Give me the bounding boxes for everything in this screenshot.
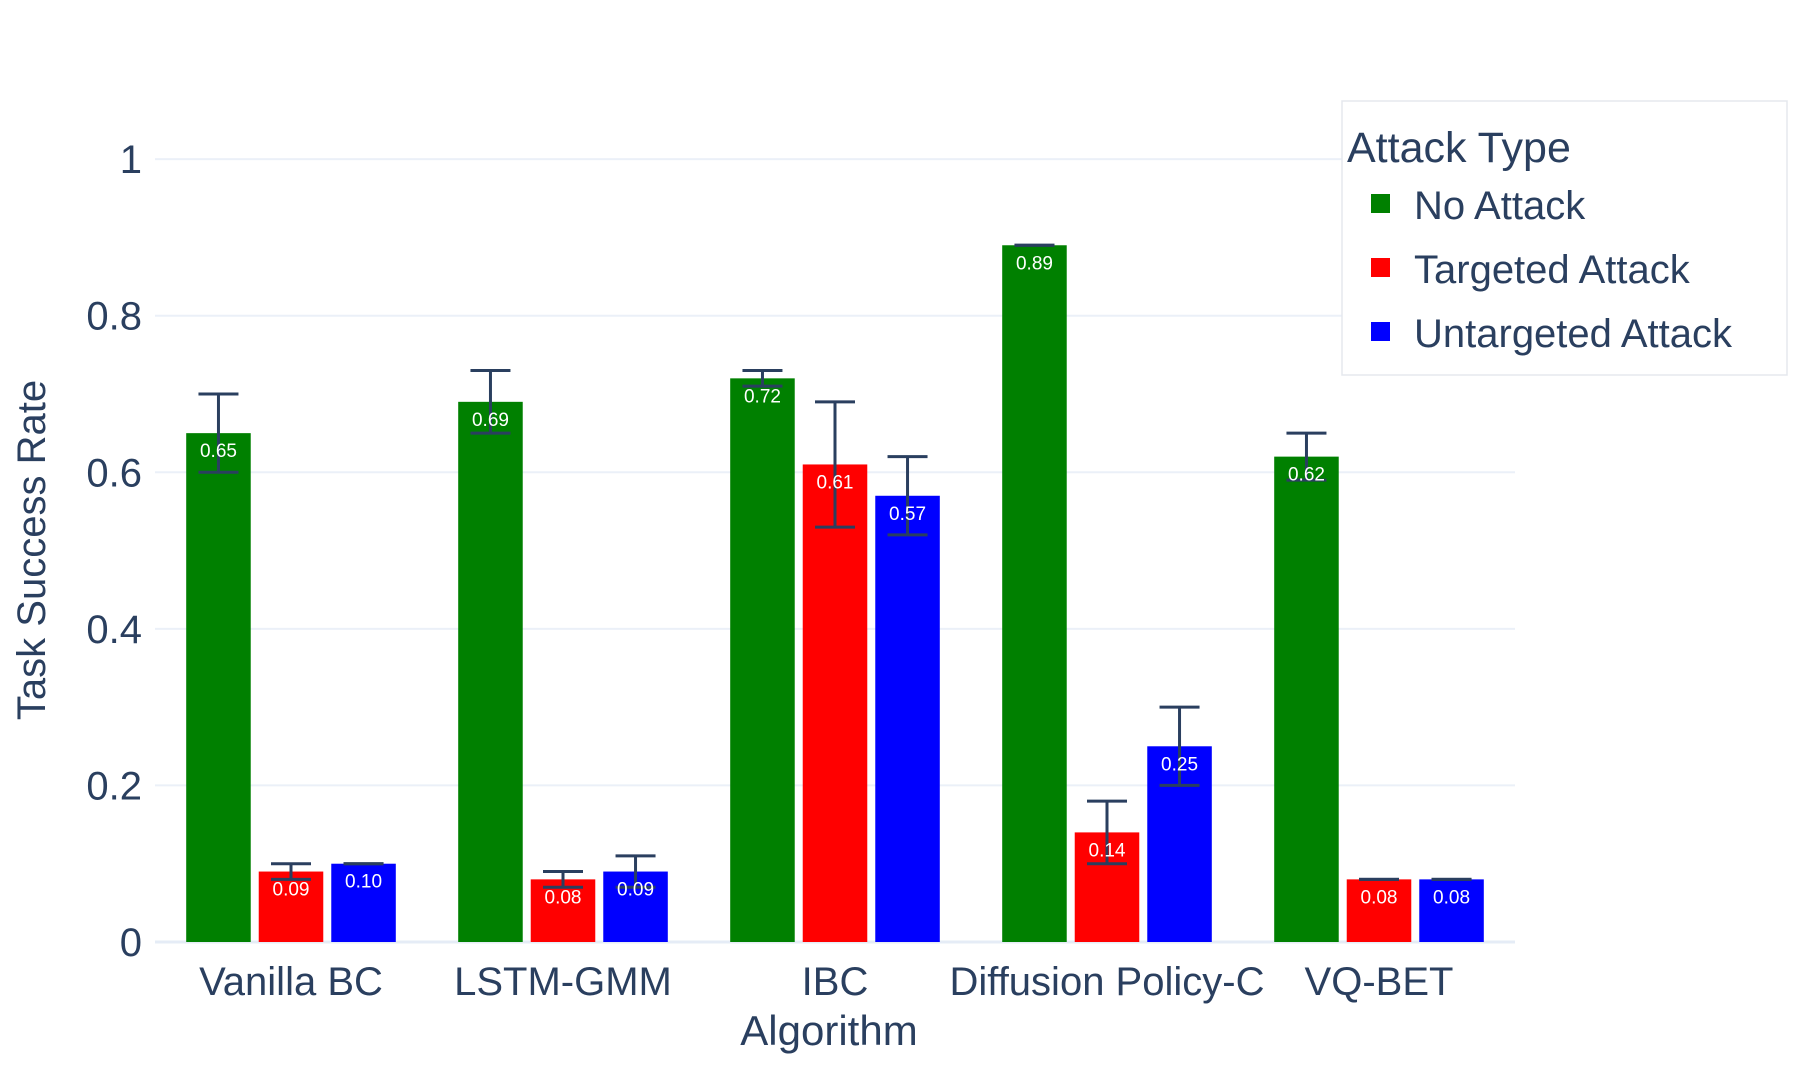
legend-item-label: No Attack — [1414, 184, 1586, 228]
bar-value-label: 0.62 — [1288, 465, 1325, 486]
y-tick-label: 0.6 — [86, 451, 142, 495]
bar-value-label: 0.89 — [1016, 253, 1053, 274]
bar-value-label: 0.14 — [1089, 840, 1126, 861]
bar — [1346, 879, 1412, 942]
bar-value-label: 0.09 — [617, 880, 654, 901]
y-axis-ticks: 0 0.2 0.4 0.6 0.8 1 — [86, 138, 142, 965]
x-axis-ticks: Vanilla BC LSTM-GMM IBC Diffusion Policy-C V… — [199, 960, 1453, 1004]
bar-value-label: 0.08 — [1433, 887, 1470, 908]
bar-value-label: 0.25 — [1161, 754, 1198, 775]
x-tick-label: Vanilla BC — [199, 960, 383, 1004]
bar — [458, 401, 523, 942]
bar-labels: 0.65 0.09 0.10 0.69 0.08 0.09 0.72 0.61 0.57 0.89… — [200, 253, 1470, 908]
y-tick-label: 0.8 — [86, 295, 142, 339]
bar — [331, 863, 396, 942]
bar-value-label: 0.10 — [345, 872, 382, 893]
x-tick-label: IBC — [802, 960, 869, 1004]
bar-value-label: 0.08 — [1361, 887, 1398, 908]
bar-value-label: 0.72 — [744, 386, 781, 407]
bar-value-label: 0.09 — [273, 880, 310, 901]
x-tick-label: Diffusion Policy-C — [950, 960, 1265, 1004]
y-tick-label: 0.4 — [86, 608, 142, 652]
y-tick-label: 0.2 — [86, 764, 142, 808]
y-axis-label: Task Success Rate — [10, 380, 54, 720]
y-tick-label: 0 — [120, 921, 142, 965]
bar — [730, 378, 795, 942]
x-tick-label: LSTM-GMM — [454, 960, 672, 1004]
bar-value-label: 0.61 — [817, 472, 854, 493]
legend-item-label: Untargeted Attack — [1414, 312, 1733, 356]
bar — [186, 433, 251, 942]
bars — [186, 245, 1484, 942]
legend-title: Attack Type — [1347, 124, 1571, 172]
bar — [1274, 456, 1339, 942]
legend-item-label: Targeted Attack — [1414, 248, 1691, 292]
legend-swatch — [1371, 194, 1390, 213]
bar — [802, 464, 868, 942]
bar-value-label: 0.08 — [545, 887, 582, 908]
legend-swatch — [1371, 258, 1390, 277]
bar-value-label: 0.69 — [472, 410, 509, 431]
bar — [875, 495, 940, 942]
bar-value-label: 0.57 — [889, 504, 926, 525]
bar — [1002, 245, 1067, 942]
legend-swatch — [1371, 322, 1390, 341]
x-tick-label: VQ-BET — [1305, 960, 1454, 1004]
legend: Attack Type No Attack Targeted Attack Unta… — [1341, 100, 1788, 376]
bar — [530, 879, 596, 942]
bar — [258, 871, 324, 942]
x-axis-label: Algorithm — [740, 1007, 917, 1054]
legend-box — [1341, 100, 1788, 376]
y-tick-label: 1 — [120, 138, 142, 182]
bar-value-label: 0.65 — [200, 441, 237, 462]
bar — [1419, 879, 1484, 942]
error-bars — [198, 243, 1472, 889]
